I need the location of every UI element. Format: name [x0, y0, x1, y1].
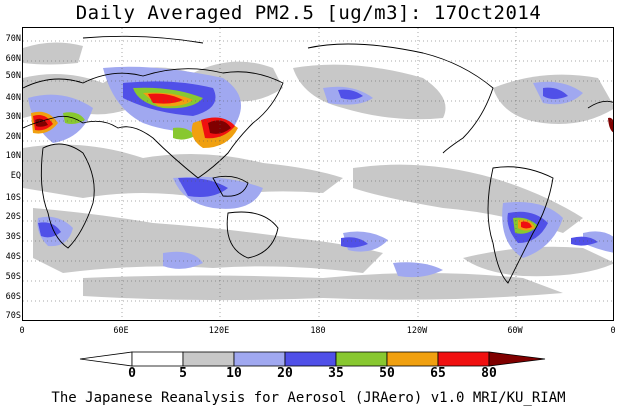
coastline-layer: [23, 35, 613, 284]
lon-label: 0: [19, 326, 25, 336]
colorbar-segment: [284, 351, 337, 367]
colorbar-tick-label: 35: [328, 366, 344, 381]
lat-label: 20S: [5, 212, 21, 222]
colorbar-segment: [131, 351, 184, 367]
lat-label: 30N: [5, 112, 21, 122]
lat-label: 60S: [5, 292, 21, 302]
lon-label: 0: [610, 326, 616, 336]
colorbar-segment: [437, 351, 490, 367]
lon-label: 120W: [406, 326, 428, 336]
lat-label: 70S: [5, 311, 21, 321]
map-canvas: [23, 28, 613, 320]
colorbar-segment: [386, 351, 439, 367]
lat-label: 10N: [5, 151, 21, 161]
lat-label: 40S: [5, 252, 21, 262]
colorbar-tick-label: 0: [128, 366, 136, 381]
lon-label: 120E: [208, 326, 230, 336]
colorbar-tick-label: 5: [179, 366, 187, 381]
lat-label: 60N: [5, 54, 21, 64]
colorbar-segment: [233, 351, 286, 367]
graticule: [23, 28, 613, 320]
colorbar-low-triangle: [79, 351, 133, 367]
footer-credit: The Japanese Reanalysis for Aerosol (JRA…: [51, 390, 566, 406]
colorbar-tick-label: 10: [226, 366, 242, 381]
pm25-map: [22, 27, 614, 321]
lat-label: 70N: [5, 34, 21, 44]
lon-label: 60E: [113, 326, 129, 336]
lat-label: 50S: [5, 272, 21, 282]
colorbar-segment: [335, 351, 388, 367]
colorbar-high-triangle: [488, 351, 546, 367]
lat-label: 50N: [5, 71, 21, 81]
lon-label: 60W: [507, 326, 523, 336]
colorbar-tick-label: 20: [277, 366, 293, 381]
lat-label: 40N: [5, 93, 21, 103]
dark-red-layer: [35, 117, 613, 134]
lat-label: 10S: [5, 193, 21, 203]
colorbar-segment: [182, 351, 235, 367]
colorbar-tick-label: 65: [430, 366, 446, 381]
lat-label: 20N: [5, 132, 21, 142]
lat-label: 30S: [5, 232, 21, 242]
lat-label: EQ: [10, 171, 21, 181]
lon-label: 180: [310, 326, 326, 336]
colorbar-tick-label: 50: [379, 366, 395, 381]
map-title: Daily Averaged PM2.5 [ug/m3]: 17Oct2014: [75, 2, 542, 24]
colorbar-tick-label: 80: [481, 366, 497, 381]
